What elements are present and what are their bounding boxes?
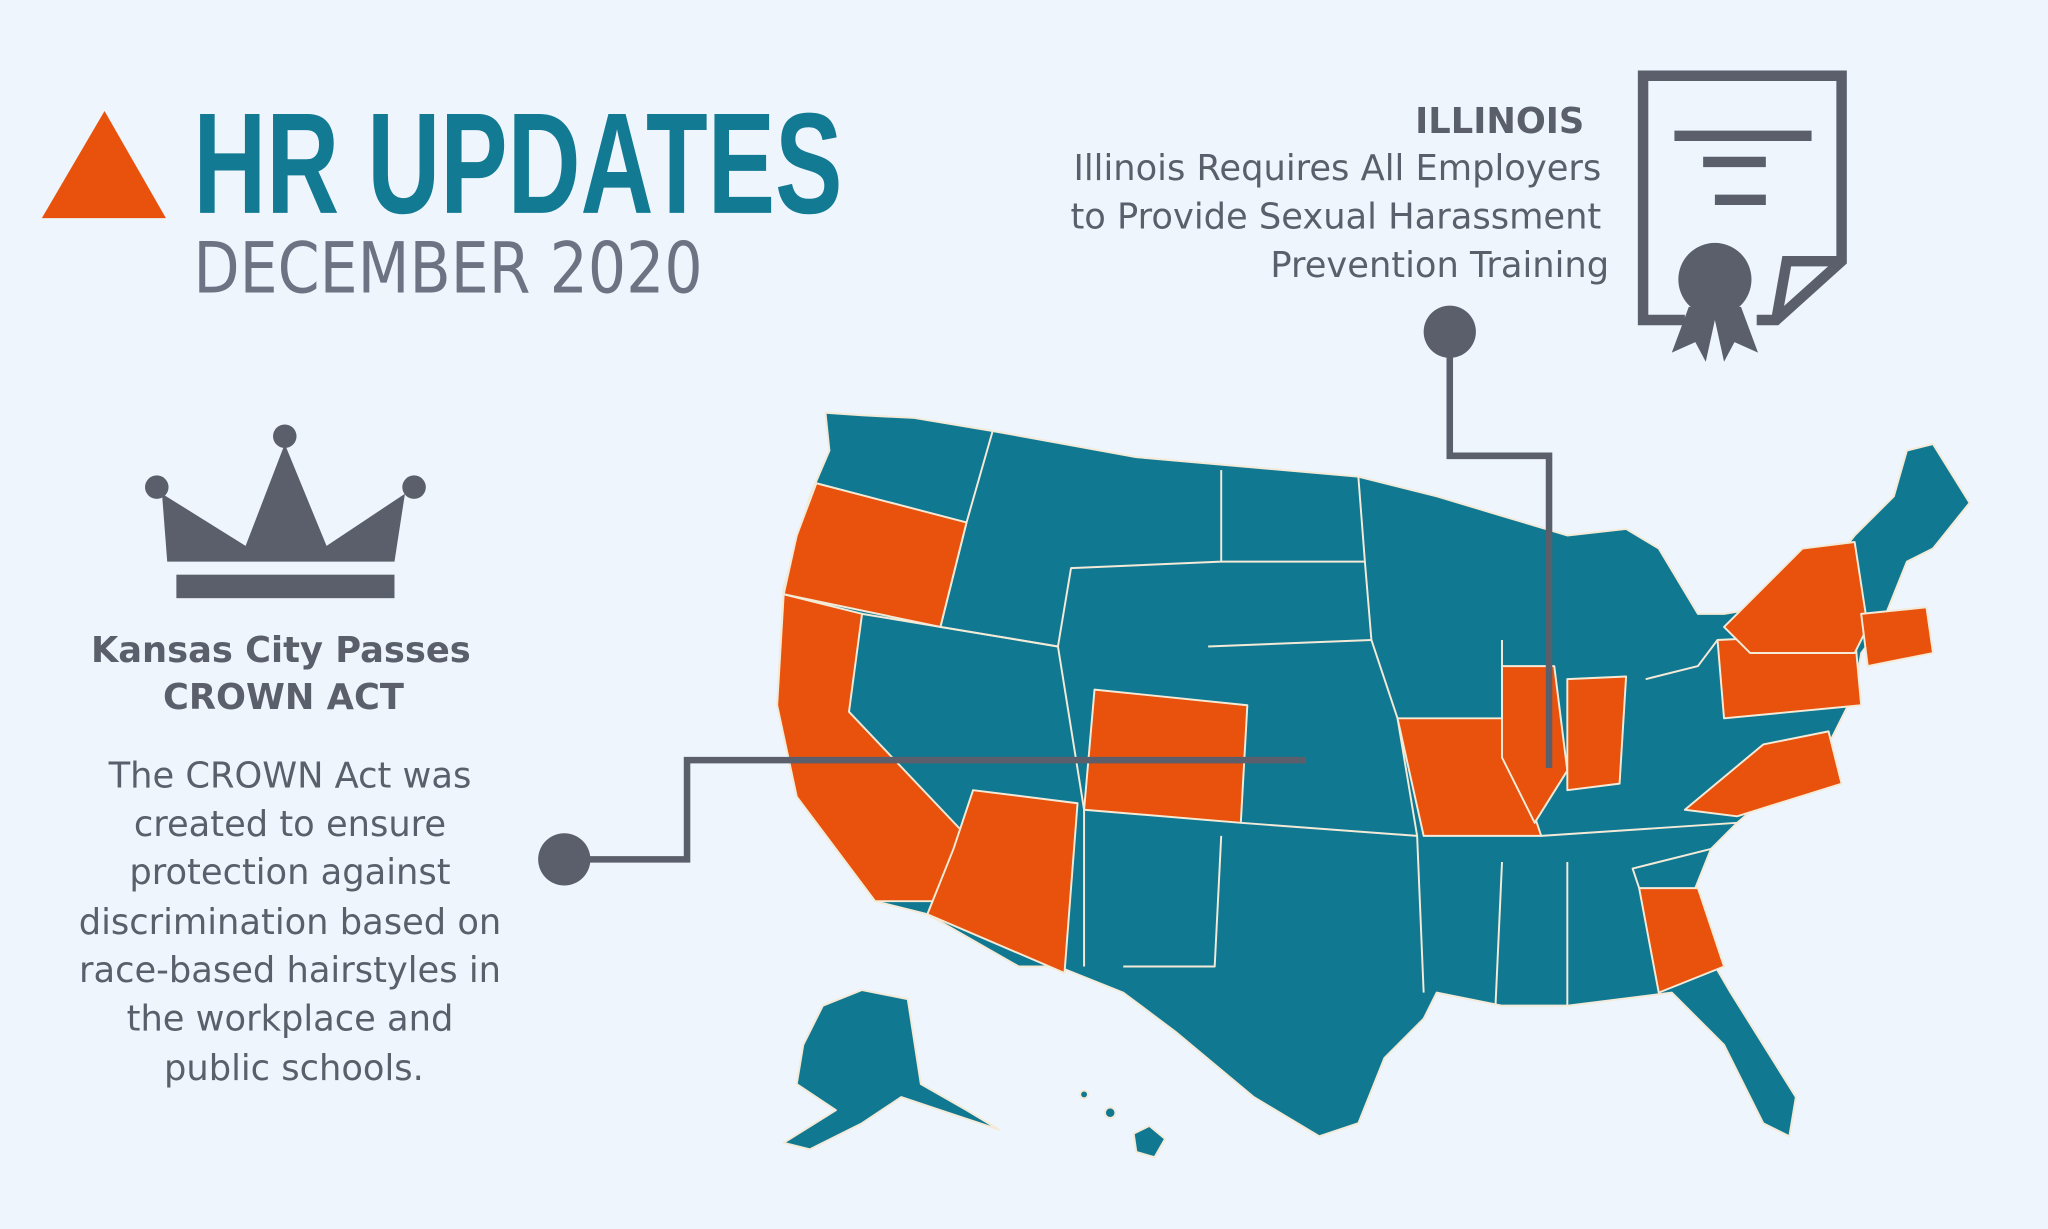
alaska [782,989,1001,1151]
body-line: public schools. [164,1048,424,1089]
kansas-heading: Kansas City Passes [91,630,471,671]
body-line: discrimination based on [79,902,502,943]
illinois-pin [1423,305,1476,358]
kansas-heading: CROWN ACT [163,677,404,718]
illinois-line: to Provide Sexual Harassment [1070,197,1601,238]
kansas-body: The CROWN Act was created to ensure prot… [79,756,502,1090]
body-line: The CROWN Act was [108,756,472,797]
highlighted-state [926,789,1079,974]
highlighted-state [1638,887,1726,994]
body-line: created to ensure [134,804,446,845]
connectors [564,331,1553,863]
kansas-pin [538,833,591,886]
highlighted-state [1083,688,1249,824]
illinois-line: Prevention Training [1270,245,1609,286]
us-map [776,411,1971,1159]
hawaii-island [1079,1089,1089,1100]
body-line: the workplace and [127,998,454,1039]
hawaii-island [1103,1106,1117,1119]
highlighted-state [1860,606,1934,668]
seal-ribbon [1671,306,1759,362]
title: HR UPDATES [193,84,842,244]
highlighted-state [1683,730,1843,818]
triangle-icon [41,111,166,219]
body-line: protection against [129,852,450,893]
body-line: race-based hairstyles in [79,950,501,991]
hawaii [1132,1124,1167,1159]
certificate-icon [1637,70,1847,326]
seal [1678,242,1752,317]
illinois-line: Illinois Requires All Employers [1073,148,1601,189]
highlighted-state [1566,675,1628,792]
highlighted-state [782,482,968,628]
illinois-heading: ILLINOIS [1415,101,1584,142]
crown-icon [145,424,426,599]
subtitle: DECEMBER 2020 [193,228,702,310]
state-borders [861,430,1738,1006]
